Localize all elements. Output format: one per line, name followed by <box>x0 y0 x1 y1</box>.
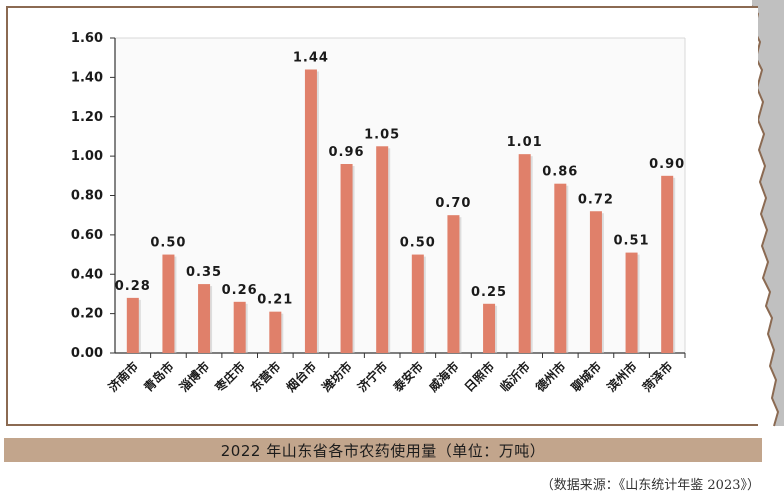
bar-value-label: 1.44 <box>293 51 329 66</box>
bar <box>162 254 175 353</box>
bar-value-label: 0.50 <box>150 236 186 251</box>
bar <box>625 252 638 353</box>
bar-value-label: 1.05 <box>364 127 400 142</box>
bar <box>126 297 139 353</box>
bar <box>233 301 246 353</box>
bar <box>411 254 424 353</box>
x-category-label: 潍坊市 <box>318 359 355 396</box>
x-category-label: 东营市 <box>247 359 283 395</box>
bar <box>340 164 353 353</box>
bar <box>518 154 531 353</box>
bar-value-label: 0.70 <box>435 196 471 211</box>
x-category-label: 泰安市 <box>389 359 426 396</box>
x-category-label: 聊城市 <box>568 359 604 395</box>
bar-value-label: 0.28 <box>115 279 151 294</box>
bar <box>661 175 674 353</box>
y-tick-label: 0.60 <box>71 228 103 243</box>
x-category-label: 青岛市 <box>140 359 176 395</box>
bar-value-label: 0.50 <box>400 236 436 251</box>
bar <box>198 284 211 353</box>
y-tick-label: 1.00 <box>71 149 103 164</box>
x-category-label: 日照市 <box>461 359 497 395</box>
bar <box>483 303 496 353</box>
x-category-label: 济宁市 <box>354 359 390 395</box>
bar-value-label: 1.01 <box>507 135 543 150</box>
bar-value-label: 0.35 <box>186 265 222 280</box>
bar <box>304 69 317 353</box>
caption-text: 2022 年山东省各市农药使用量（单位：万吨） <box>220 441 546 460</box>
x-category-label: 烟台市 <box>283 359 319 395</box>
bar <box>554 183 567 353</box>
y-tick-label: 0.20 <box>71 307 103 322</box>
data-source: （数据来源：《山东统计年鉴 2023》） <box>540 478 760 493</box>
bar-value-label: 0.25 <box>471 285 507 300</box>
chart-caption: 2022 年山东省各市农药使用量（单位：万吨） <box>4 438 762 462</box>
torn-paper-edge <box>751 0 784 427</box>
bar-value-label: 0.72 <box>578 192 614 207</box>
bar-value-label: 0.90 <box>649 157 685 172</box>
bar <box>447 215 460 353</box>
x-category-label: 济南市 <box>105 359 141 395</box>
x-category-label: 枣庄市 <box>211 359 248 396</box>
x-category-label: 德州市 <box>532 359 568 395</box>
x-category-label: 淄博市 <box>176 359 212 395</box>
bar <box>269 311 282 353</box>
x-category-label: 滨州市 <box>604 359 640 395</box>
bar-value-label: 0.21 <box>257 293 293 308</box>
x-category-label: 临沂市 <box>497 359 533 395</box>
bar <box>589 211 602 353</box>
bar <box>376 146 389 353</box>
y-tick-label: 1.60 <box>71 31 103 46</box>
bar-value-label: 0.26 <box>222 283 258 298</box>
y-tick-label: 1.40 <box>71 70 103 85</box>
x-category-label: 菏泽市 <box>639 359 675 395</box>
y-tick-label: 0.00 <box>71 346 103 361</box>
bar-chart: 0.00 0.20 0.40 0.60 0.80 1.00 1.20 1.40 1.60 0.28… <box>71 31 686 396</box>
bar-value-label: 0.51 <box>614 234 650 249</box>
y-tick-label: 0.80 <box>71 189 103 204</box>
y-tick-label: 0.40 <box>71 267 103 282</box>
bar-value-label: 0.96 <box>329 145 365 160</box>
x-category-label: 威海市 <box>425 359 461 395</box>
y-tick-label: 1.20 <box>71 110 103 125</box>
bar-value-label: 0.86 <box>542 165 578 180</box>
